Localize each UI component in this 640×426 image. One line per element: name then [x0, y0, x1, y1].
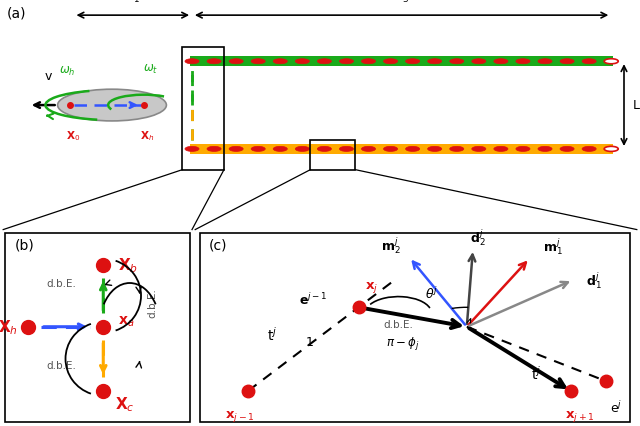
Text: X$_h$: X$_h$	[140, 129, 154, 143]
Circle shape	[317, 147, 332, 152]
Circle shape	[229, 147, 243, 152]
Text: t$^j$: t$^j$	[267, 325, 277, 343]
Text: $\mathbf{x}_{j+1}$: $\mathbf{x}_{j+1}$	[564, 409, 594, 423]
Circle shape	[516, 147, 530, 152]
Circle shape	[538, 60, 552, 65]
Text: L$_2$: L$_2$	[632, 98, 640, 113]
Circle shape	[295, 60, 309, 65]
Circle shape	[251, 60, 265, 65]
Text: (b): (b)	[15, 238, 35, 252]
Circle shape	[582, 60, 596, 65]
Text: L$_1$: L$_1$	[126, 0, 140, 5]
Bar	[190, 57, 613, 67]
Circle shape	[207, 60, 221, 65]
Text: d.b.E.: d.b.E.	[383, 319, 413, 329]
Circle shape	[428, 147, 442, 152]
Circle shape	[362, 147, 376, 152]
Text: e$^j$: e$^j$	[611, 399, 623, 414]
Text: $\omega_h$: $\omega_h$	[59, 65, 76, 78]
Circle shape	[339, 60, 353, 65]
Circle shape	[538, 147, 552, 152]
Text: v: v	[44, 70, 52, 83]
Text: 1: 1	[306, 335, 314, 348]
Text: (c): (c)	[209, 238, 227, 252]
Bar	[310, 140, 355, 170]
Circle shape	[582, 147, 596, 152]
Circle shape	[317, 60, 332, 65]
Circle shape	[383, 60, 397, 65]
Circle shape	[185, 60, 199, 65]
Circle shape	[604, 60, 618, 65]
Circle shape	[383, 147, 397, 152]
Circle shape	[273, 147, 287, 152]
Text: (a): (a)	[6, 7, 26, 21]
Circle shape	[560, 147, 574, 152]
Circle shape	[229, 60, 243, 65]
Circle shape	[273, 60, 287, 65]
Text: $\mathbf{X}_c$: $\mathbf{X}_c$	[115, 395, 134, 414]
Circle shape	[472, 147, 486, 152]
Text: d.b.E.: d.b.E.	[47, 278, 77, 288]
Circle shape	[339, 147, 353, 152]
Circle shape	[450, 147, 464, 152]
Text: L$_3$: L$_3$	[395, 0, 408, 5]
Text: e$^{j-1}$: e$^{j-1}$	[299, 292, 328, 308]
Text: $\mathbf{x}_{j-1}$: $\mathbf{x}_{j-1}$	[225, 409, 254, 423]
Text: t$^j$: t$^j$	[531, 363, 541, 381]
Text: $\theta^j$: $\theta^j$	[425, 286, 438, 302]
Text: $\omega_t$: $\omega_t$	[143, 63, 158, 76]
Text: $\mathbf{x}_j$: $\mathbf{x}_j$	[365, 279, 378, 294]
Circle shape	[604, 147, 618, 152]
Text: X$_0$: X$_0$	[67, 129, 81, 143]
Text: $\mathbf{m}_1^j$: $\mathbf{m}_1^j$	[543, 236, 563, 257]
Bar	[190, 144, 613, 155]
Circle shape	[406, 147, 420, 152]
Circle shape	[295, 147, 309, 152]
Circle shape	[251, 147, 265, 152]
Ellipse shape	[58, 90, 166, 122]
Circle shape	[428, 60, 442, 65]
Circle shape	[207, 147, 221, 152]
Text: d.b.E.: d.b.E.	[147, 288, 157, 317]
Text: d.b.E.: d.b.E.	[47, 361, 77, 371]
Circle shape	[362, 60, 376, 65]
Text: $\pi-\phi_j$: $\pi-\phi_j$	[386, 335, 419, 352]
Circle shape	[185, 147, 199, 152]
Circle shape	[450, 60, 464, 65]
Text: $\mathbf{X}_b$: $\mathbf{X}_b$	[118, 256, 138, 274]
Text: x$_a$: x$_a$	[118, 314, 135, 328]
Circle shape	[494, 147, 508, 152]
Text: $\mathbf{d}_1^j$: $\mathbf{d}_1^j$	[586, 270, 602, 291]
Circle shape	[494, 60, 508, 65]
Circle shape	[560, 60, 574, 65]
Text: $\mathbf{d}_2^j$: $\mathbf{d}_2^j$	[470, 227, 485, 248]
Text: $\mathbf{X}_h$: $\mathbf{X}_h$	[0, 318, 19, 336]
Circle shape	[406, 60, 420, 65]
Text: $\mathbf{m}_2^j$: $\mathbf{m}_2^j$	[381, 235, 401, 256]
Circle shape	[472, 60, 486, 65]
Circle shape	[516, 60, 530, 65]
Bar	[182, 48, 224, 170]
